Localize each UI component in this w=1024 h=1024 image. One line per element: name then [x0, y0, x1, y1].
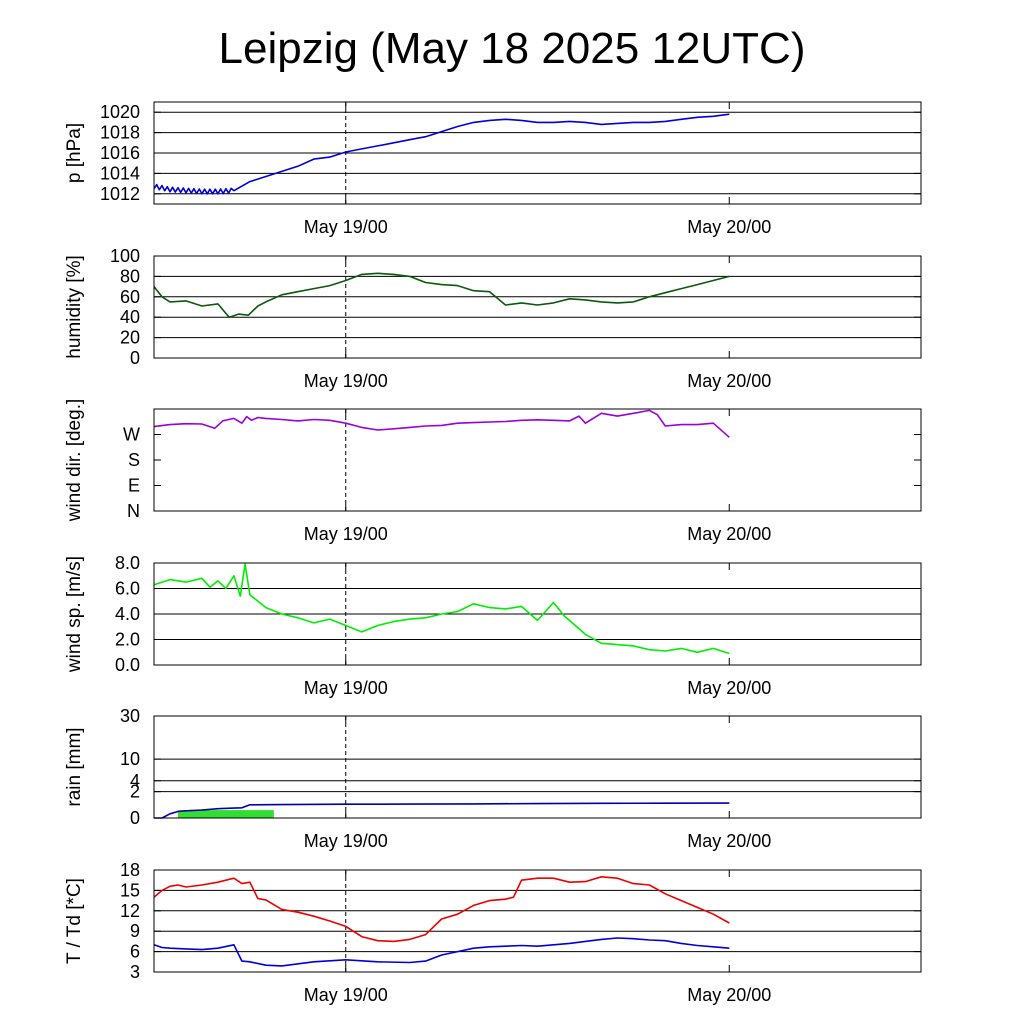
- y-axis-label: wind sp. [m/s]: [64, 556, 85, 673]
- rain_sum-series-line: [154, 802, 730, 819]
- y-tick-label: 4: [130, 771, 140, 791]
- y-tick-label: 15: [120, 880, 140, 900]
- y-tick-label: N: [127, 501, 140, 521]
- y-tick-label: 1018: [100, 123, 140, 143]
- y-axis-label: T / Td [*C]: [64, 878, 85, 964]
- humidity-series-line: [153, 272, 730, 319]
- x-tick-label: May 20/00: [687, 678, 771, 698]
- wind_dir-series-line: [153, 409, 730, 438]
- y-tick-label: 1016: [100, 143, 140, 163]
- y-tick-label: 20: [120, 328, 140, 348]
- y-axis-label: rain [mm]: [64, 727, 85, 806]
- y-axis-label: wind dir. [deg.]: [64, 399, 85, 523]
- y-tick-label: 0: [130, 348, 140, 368]
- y-tick-label: 9: [130, 921, 140, 941]
- temperature-series-line: [153, 875, 730, 943]
- y-tick-label: 10: [120, 749, 140, 769]
- plot-frame: [153, 562, 922, 666]
- plot-frame: [153, 101, 922, 205]
- y-tick-label: 6.0: [115, 579, 140, 599]
- y-tick-label: 8.0: [115, 553, 140, 573]
- y-axis-label: p [hPa]: [64, 123, 85, 183]
- y-tick-label: 100: [110, 246, 140, 266]
- pressure-series-line: [153, 113, 730, 195]
- plot-frame: [153, 255, 922, 359]
- y-tick-label: 1020: [100, 102, 140, 122]
- rain-rate-bar: [177, 810, 274, 818]
- y-tick-label: 40: [120, 307, 140, 327]
- y-tick-label: 6: [130, 942, 140, 962]
- x-tick-label: May 20/00: [687, 371, 771, 391]
- wind_speed-series-line: [153, 563, 730, 655]
- y-tick-label: E: [128, 476, 140, 496]
- y-tick-label: 2.0: [115, 630, 140, 650]
- x-tick-label: May 20/00: [687, 217, 771, 237]
- y-axis-label: humidity [%]: [64, 255, 85, 358]
- y-tick-label: 1012: [100, 184, 140, 204]
- plot-frame: [153, 869, 922, 973]
- dewpoint-series-line: [153, 937, 730, 967]
- x-tick-label: May 19/00: [304, 217, 388, 237]
- x-tick-label: May 20/00: [687, 831, 771, 851]
- y-tick-label: 12: [120, 901, 140, 921]
- y-tick-label: 80: [120, 266, 140, 286]
- x-tick-label: May 20/00: [687, 524, 771, 544]
- y-tick-label: 4.0: [115, 604, 140, 624]
- x-tick-label: May 19/00: [304, 831, 388, 851]
- y-tick-label: 18: [120, 860, 140, 880]
- x-tick-label: May 19/00: [304, 985, 388, 1005]
- x-tick-label: May 19/00: [304, 524, 388, 544]
- y-tick-label: 1014: [100, 163, 140, 183]
- plot-frame: [153, 408, 922, 512]
- x-tick-label: May 19/00: [304, 371, 388, 391]
- y-tick-label: 60: [120, 287, 140, 307]
- y-tick-label: S: [128, 450, 140, 470]
- y-tick-label: W: [123, 425, 140, 445]
- y-tick-label: 0: [130, 808, 140, 828]
- y-tick-label: 3: [130, 962, 140, 982]
- x-tick-label: May 19/00: [304, 678, 388, 698]
- chart-title: Leipzig (May 18 2025 12UTC): [218, 24, 806, 73]
- y-tick-label: 2: [130, 782, 140, 802]
- plot-frame: [153, 715, 922, 819]
- y-tick-label: 0.0: [115, 655, 140, 675]
- x-tick-label: May 20/00: [687, 985, 771, 1005]
- wind-speed-panel: May 19/00 May 20/00 0.0 2.0 4.0 6.0 8.0 wind sp…: [64, 553, 922, 698]
- y-tick-label: 30: [120, 706, 140, 726]
